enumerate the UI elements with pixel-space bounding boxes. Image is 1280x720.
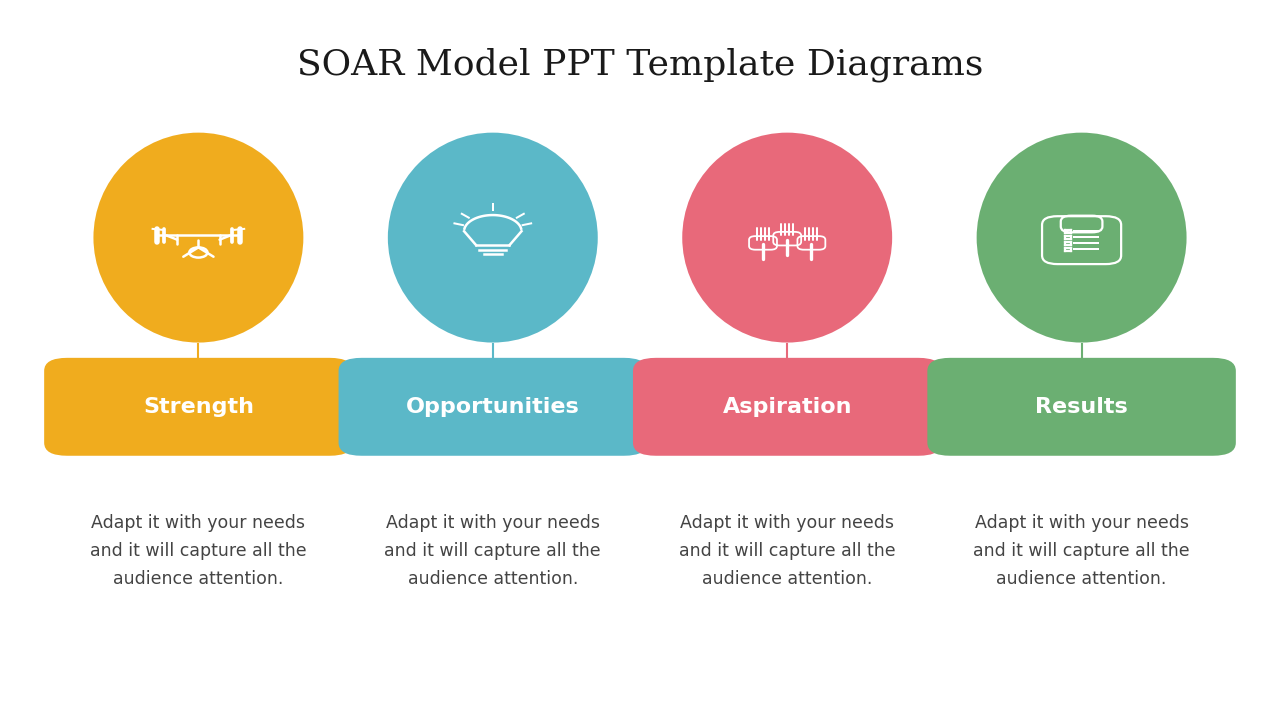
Ellipse shape [93, 132, 303, 343]
Text: Adapt it with your needs
and it will capture all the
audience attention.: Adapt it with your needs and it will cap… [90, 514, 307, 588]
Text: SOAR Model PPT Template Diagrams: SOAR Model PPT Template Diagrams [297, 48, 983, 82]
Text: Results: Results [1036, 397, 1128, 417]
FancyBboxPatch shape [927, 358, 1236, 456]
FancyBboxPatch shape [632, 358, 942, 456]
Text: Adapt it with your needs
and it will capture all the
audience attention.: Adapt it with your needs and it will cap… [384, 514, 602, 588]
Ellipse shape [388, 132, 598, 343]
Text: Strength: Strength [143, 397, 253, 417]
FancyBboxPatch shape [338, 358, 648, 456]
Ellipse shape [682, 132, 892, 343]
Text: Aspiration: Aspiration [722, 397, 852, 417]
Text: Adapt it with your needs
and it will capture all the
audience attention.: Adapt it with your needs and it will cap… [973, 514, 1190, 588]
Ellipse shape [977, 132, 1187, 343]
Text: Adapt it with your needs
and it will capture all the
audience attention.: Adapt it with your needs and it will cap… [678, 514, 896, 588]
FancyBboxPatch shape [44, 358, 353, 456]
Text: Opportunities: Opportunities [406, 397, 580, 417]
